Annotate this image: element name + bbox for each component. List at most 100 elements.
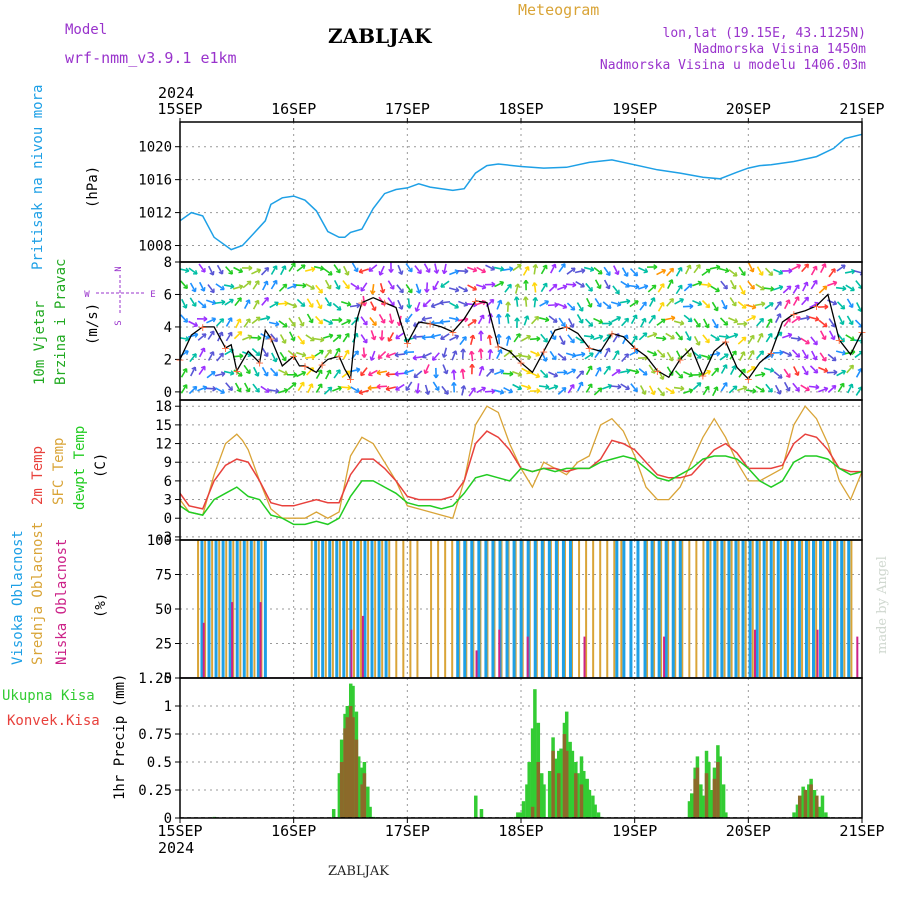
wind-arrow [405, 283, 413, 294]
wind-arrow [630, 335, 638, 345]
wind-arrow [341, 370, 351, 378]
wind-arrow [342, 265, 350, 276]
wind-arrow [638, 285, 648, 290]
cloud-mid-bar [507, 540, 510, 678]
wind-arrow [613, 265, 619, 275]
wind-arrow [380, 330, 384, 341]
precip-conv-bar [716, 762, 720, 818]
cloud-mid-bar [310, 540, 313, 678]
wind-arrow [207, 284, 215, 294]
wind-arrow [215, 283, 225, 291]
cloud-high-bar [622, 540, 626, 678]
wind-arrow [612, 285, 620, 295]
precip-total-bar [687, 801, 692, 818]
wind-arrow [827, 353, 837, 362]
cloud-mid-bar [535, 540, 538, 678]
wind-arrow [368, 369, 378, 376]
wind-arrow [757, 333, 763, 343]
wind-arrow [323, 268, 333, 276]
wind-arrow [350, 386, 360, 393]
wind-arrow [853, 339, 862, 342]
wind-arrow [207, 351, 215, 361]
wind-arrow [738, 266, 746, 276]
precip-total-bar [559, 748, 563, 818]
wind-arrow [533, 297, 537, 308]
wind-arrow [808, 316, 820, 321]
wind-arrow [397, 299, 403, 310]
temp-dewpt-line [180, 455, 862, 526]
wind-arrow [567, 384, 575, 394]
cloud-mid-bar [653, 540, 656, 678]
cloud-high-bar [826, 540, 830, 678]
cloud-mid-bar [430, 540, 433, 678]
wind-arrow [225, 317, 233, 327]
wind-arrow [242, 280, 252, 289]
wind-arrow [674, 298, 684, 305]
wind-arrow [557, 285, 567, 291]
wind-arrow [305, 367, 315, 376]
wind-arrow [360, 334, 368, 344]
precip-conv-bar [579, 784, 584, 818]
wind-arrow [602, 301, 612, 309]
cloud-low-bar [498, 629, 501, 678]
wind-arrow [369, 316, 377, 326]
wind-arrow [405, 381, 413, 391]
wind-arrow [314, 349, 324, 357]
wind-arrow [639, 385, 647, 395]
y-tick-label: 1 [164, 699, 172, 715]
wind-gust-marker: + [653, 365, 662, 378]
cloud-high-bar [242, 540, 246, 678]
wind-arrow [197, 333, 207, 341]
wind-arrow [594, 298, 602, 308]
wind-arrow [628, 369, 640, 374]
cloud-mid-bar [416, 540, 419, 678]
wind-arrow [466, 303, 478, 306]
cloud-mid-bar [225, 540, 228, 678]
wind-arrow [628, 284, 640, 288]
wind-arrow [802, 281, 808, 292]
wind-title: 10m Vjetar [32, 301, 48, 385]
wind-arrow [324, 369, 332, 380]
precip-conv-bar [536, 762, 541, 818]
precip-total-bar [721, 784, 726, 818]
wind-arrow [603, 365, 611, 375]
wind-arrow [340, 386, 352, 389]
cloud-mid-bar [465, 540, 468, 678]
wind-arrow [818, 387, 828, 393]
cloud-high-bar [664, 540, 668, 678]
precip-conv-bar [809, 784, 813, 818]
y-tick-label: 2 [164, 352, 172, 368]
precip-conv-bar [343, 728, 347, 818]
wind-arrow [603, 279, 611, 290]
wind-arrow [792, 296, 800, 306]
wind-arrow [738, 351, 746, 362]
cloud-mid-bar [218, 540, 221, 678]
wind-arrow [521, 335, 531, 342]
wind-arrow [703, 318, 709, 329]
wind-arrow [720, 382, 728, 392]
wind-arrow [611, 316, 621, 323]
wind-arrow [709, 266, 721, 270]
cloud-low-bar [526, 636, 529, 678]
cloud-high-bar [463, 540, 467, 678]
temp-2m-title: 2m Temp [30, 446, 46, 505]
wind-arrow [568, 318, 574, 328]
cloud-mid-bar [514, 540, 517, 678]
wind-arrow [818, 319, 828, 328]
wind-arrow [674, 370, 684, 379]
lonlat-text: lon,lat (19.15E, 43.1125N) [663, 26, 867, 41]
cloud-high-bar [678, 540, 682, 678]
wind-arrow [548, 315, 558, 323]
wind-arrow [333, 279, 341, 290]
cloud-high-bar [561, 540, 565, 678]
wind-arrow [188, 267, 198, 275]
precip-conv-bar [803, 790, 808, 818]
wind-gust-marker: + [266, 332, 275, 345]
wind-arrow [793, 366, 799, 376]
cloud-low-bar [350, 629, 353, 678]
wind-arrow [737, 301, 747, 309]
wind-arrow [638, 368, 648, 376]
wind-arrow [224, 298, 234, 306]
cloud-mid-bar [695, 540, 698, 678]
wind-arrow [630, 383, 638, 392]
